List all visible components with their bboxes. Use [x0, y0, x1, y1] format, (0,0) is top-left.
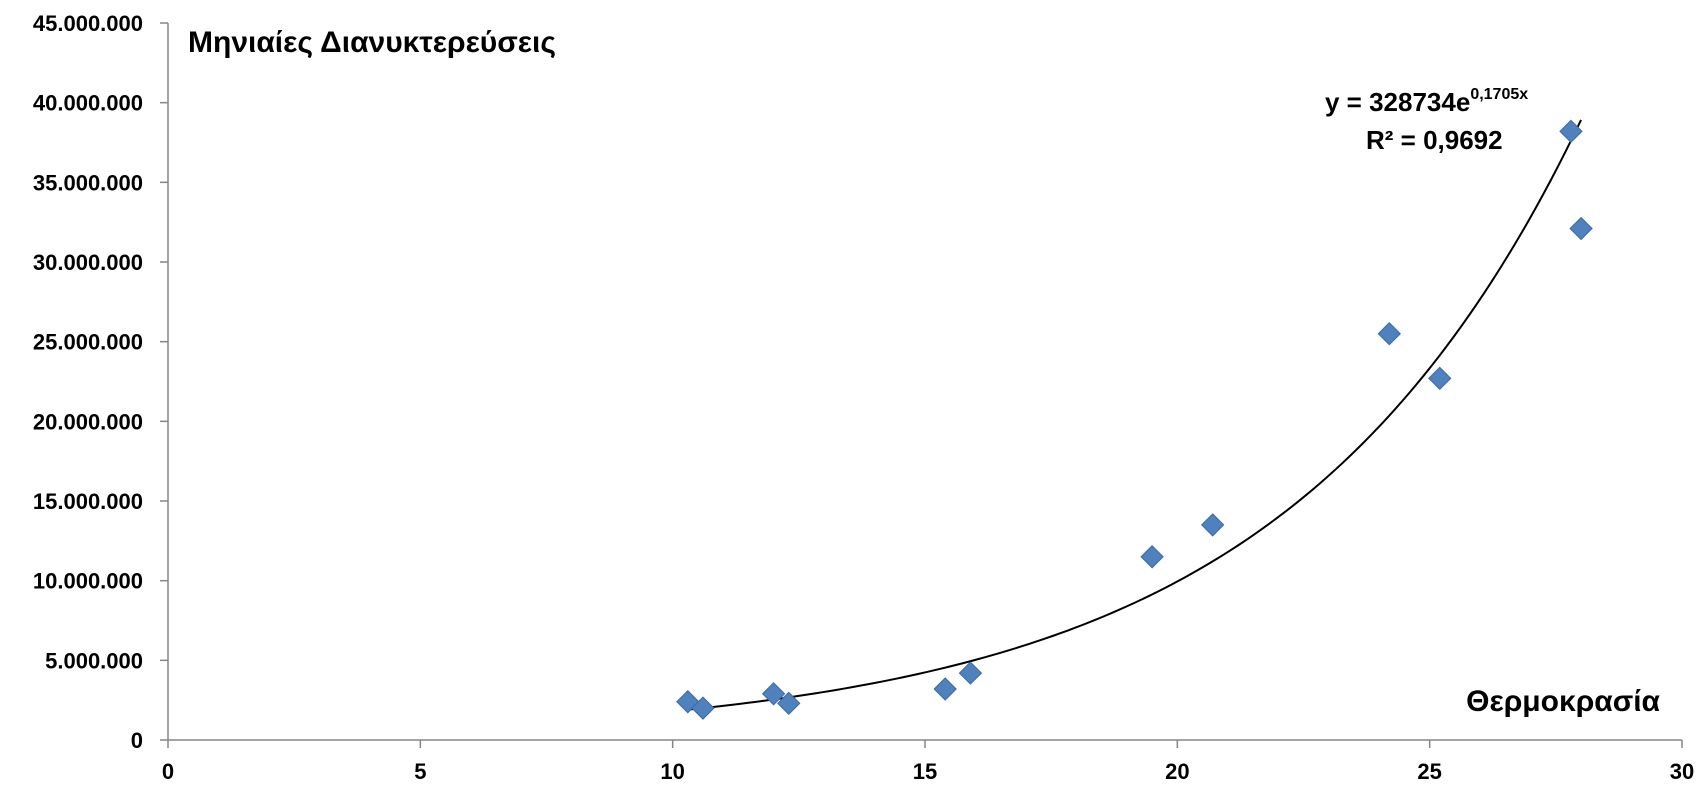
trendline — [687, 119, 1582, 711]
data-point — [1377, 321, 1402, 346]
data-point — [958, 661, 983, 685]
data-points — [676, 119, 1593, 720]
data-point — [1569, 216, 1593, 241]
y-axis-title: Μηνιαίες Διανυκτερεύσεις — [188, 26, 556, 59]
data-point — [1559, 119, 1583, 144]
trendline-equation: y = 328734e0,1705x — [1325, 86, 1528, 117]
x-tick-label: 0 — [162, 759, 174, 784]
y-tick-label: 10.000.000 — [33, 569, 143, 594]
y-tick-label: 20.000.000 — [33, 409, 143, 434]
x-tick-label: 30 — [1670, 759, 1694, 784]
data-point — [691, 696, 715, 720]
y-tick-label: 0 — [131, 728, 143, 753]
x-axis-title: Θερμοκρασία — [1466, 685, 1660, 718]
y-tick-label: 45.000.000 — [33, 11, 143, 36]
y-tick-label: 30.000.000 — [33, 250, 143, 275]
trendline-r-squared: R² = 0,9692 — [1366, 125, 1503, 155]
data-point — [761, 682, 786, 706]
trendline-group — [687, 119, 1582, 711]
x-tick-label: 10 — [660, 759, 684, 784]
data-point — [933, 677, 957, 701]
y-tick-labels: 0 5.000.000 10.000.000 15.000.000 20.000.000… — [33, 11, 143, 753]
data-point — [777, 691, 801, 716]
x-tick-label: 20 — [1165, 759, 1189, 784]
data-point — [1200, 513, 1225, 537]
x-tick-label: 15 — [913, 759, 937, 784]
x-tick-label: 5 — [414, 759, 426, 784]
axes — [160, 22, 1683, 748]
x-tick-label: 25 — [1417, 759, 1441, 784]
x-tick-labels: 0 5 10 15 20 25 30 — [162, 759, 1694, 784]
trendline-equation-main: y = 328734e — [1325, 87, 1470, 117]
y-tick-label: 35.000.000 — [33, 170, 143, 195]
y-tick-label: 40.000.000 — [33, 91, 143, 116]
data-point — [1140, 545, 1164, 569]
trendline-equation-exponent: 0,1705x — [1470, 86, 1528, 103]
data-point — [1428, 366, 1452, 391]
y-tick-label: 5.000.000 — [45, 648, 143, 673]
y-tick-label: 15.000.000 — [33, 489, 143, 514]
y-tick-label: 25.000.000 — [33, 330, 143, 355]
